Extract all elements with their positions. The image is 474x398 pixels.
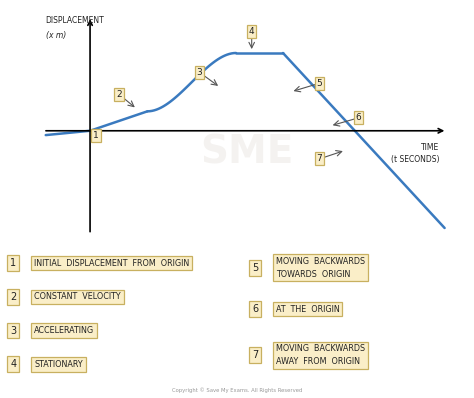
Text: MOVING  BACKWARDS
TOWARDS  ORIGIN: MOVING BACKWARDS TOWARDS ORIGIN: [276, 257, 365, 279]
Text: 7: 7: [252, 350, 258, 360]
Text: 5: 5: [252, 263, 258, 273]
Text: MOVING  BACKWARDS
AWAY  FROM  ORIGIN: MOVING BACKWARDS AWAY FROM ORIGIN: [276, 344, 365, 366]
Text: 5: 5: [317, 79, 322, 88]
Text: 3: 3: [10, 326, 16, 336]
Text: 6: 6: [252, 304, 258, 314]
Text: (x m): (x m): [46, 31, 66, 40]
Text: 4: 4: [249, 27, 255, 36]
Text: SME: SME: [200, 133, 293, 172]
Text: 2: 2: [10, 292, 17, 302]
Text: CONSTANT  VELOCITY: CONSTANT VELOCITY: [34, 293, 121, 301]
Text: 3: 3: [197, 68, 202, 77]
Text: ACCELERATING: ACCELERATING: [34, 326, 94, 335]
Text: INITIAL  DISPLACEMENT  FROM  ORIGIN: INITIAL DISPLACEMENT FROM ORIGIN: [34, 259, 190, 268]
Text: AT  THE  ORIGIN: AT THE ORIGIN: [276, 304, 339, 314]
Text: TIME: TIME: [421, 142, 439, 152]
Text: 7: 7: [317, 154, 322, 163]
Text: (t SECONDS): (t SECONDS): [391, 154, 439, 164]
Text: DISPLACEMENT: DISPLACEMENT: [46, 16, 104, 25]
Text: STATIONARY: STATIONARY: [34, 360, 83, 369]
Text: Copyright © Save My Exams. All Rights Reserved: Copyright © Save My Exams. All Rights Re…: [172, 387, 302, 393]
Text: 4: 4: [10, 359, 16, 369]
Text: 1: 1: [93, 131, 99, 140]
Text: 1: 1: [10, 258, 16, 268]
Text: 6: 6: [356, 113, 362, 122]
Text: 2: 2: [116, 90, 121, 99]
